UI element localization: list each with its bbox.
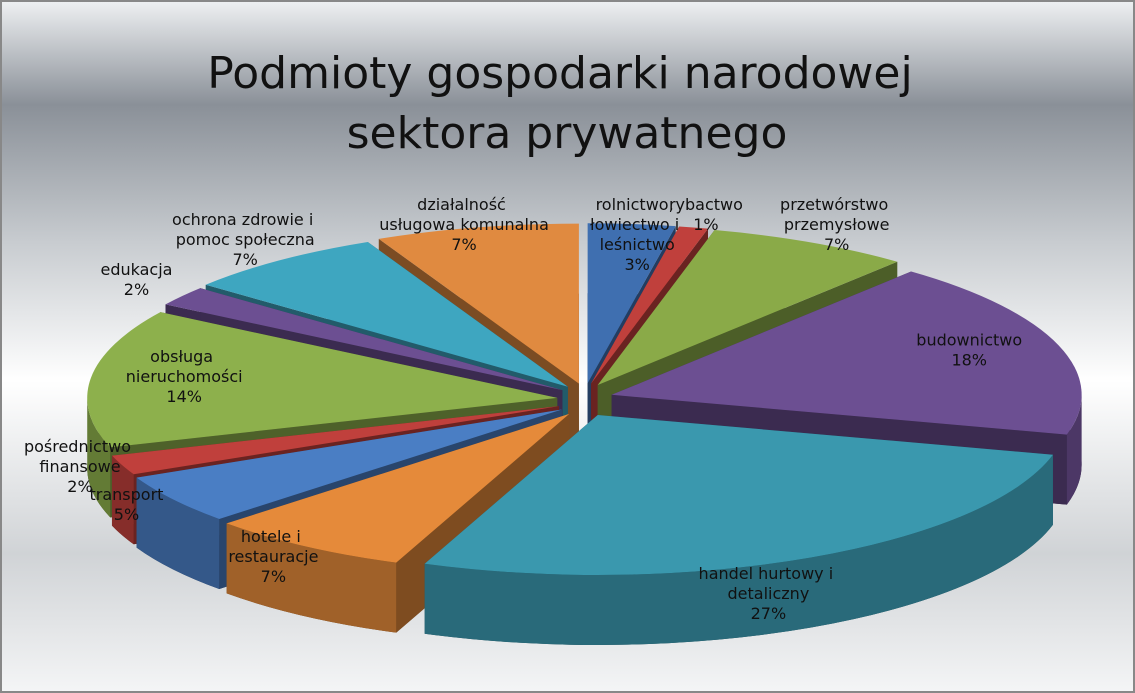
slice [587,223,676,384]
slice [226,413,570,563]
category-label: rybactwo [669,195,743,214]
value-label: 14% [166,387,202,406]
category-label: pośrednictwo finansowe [24,437,136,476]
value-label: 7% [824,235,849,254]
slice-side [111,455,134,545]
value-label: 7% [261,567,286,586]
category-label: przetwórstwo przemysłowe [780,195,893,234]
slice [111,406,559,475]
category-label: rolnictwo, łowiectwo i leśnictwo [590,195,684,254]
slice-side [136,477,220,589]
value-label: 2% [67,477,92,496]
slice [424,414,1053,575]
category-label: transport [89,485,163,504]
category-label: hotele i restauracje [228,527,318,566]
category-label: budownictwo [916,330,1022,349]
slice [87,312,558,448]
slice-wall [136,409,562,548]
value-label: 27% [751,604,787,623]
value-label: 7% [451,235,476,254]
slice-side [1066,394,1082,505]
slice [611,271,1082,435]
category-label: handel hurtowy i detaliczny [699,564,839,603]
value-label: 18% [951,350,987,369]
slice-side [226,523,397,633]
value-label: 2% [124,280,149,299]
slice-side [424,454,1053,645]
value-label: 5% [114,505,139,524]
slice-side [87,397,111,518]
value-label: 7% [233,250,258,269]
category-label: ochrona zdrowie i pomoc społeczna [172,210,318,249]
category-label: obsługa nieruchomości [126,347,243,386]
chart-title: Podmioty gospodarki narodowej sektora pr… [207,48,926,159]
value-label: 3% [624,255,649,274]
slice [205,241,568,387]
slice [597,230,898,386]
slice [136,409,562,519]
value-label: 1% [693,215,718,234]
slice [165,288,563,391]
slice [591,226,708,384]
category-label: edukacja [100,260,172,279]
category-label: działalność usługowa komunalna [379,195,549,234]
slice [378,223,579,384]
